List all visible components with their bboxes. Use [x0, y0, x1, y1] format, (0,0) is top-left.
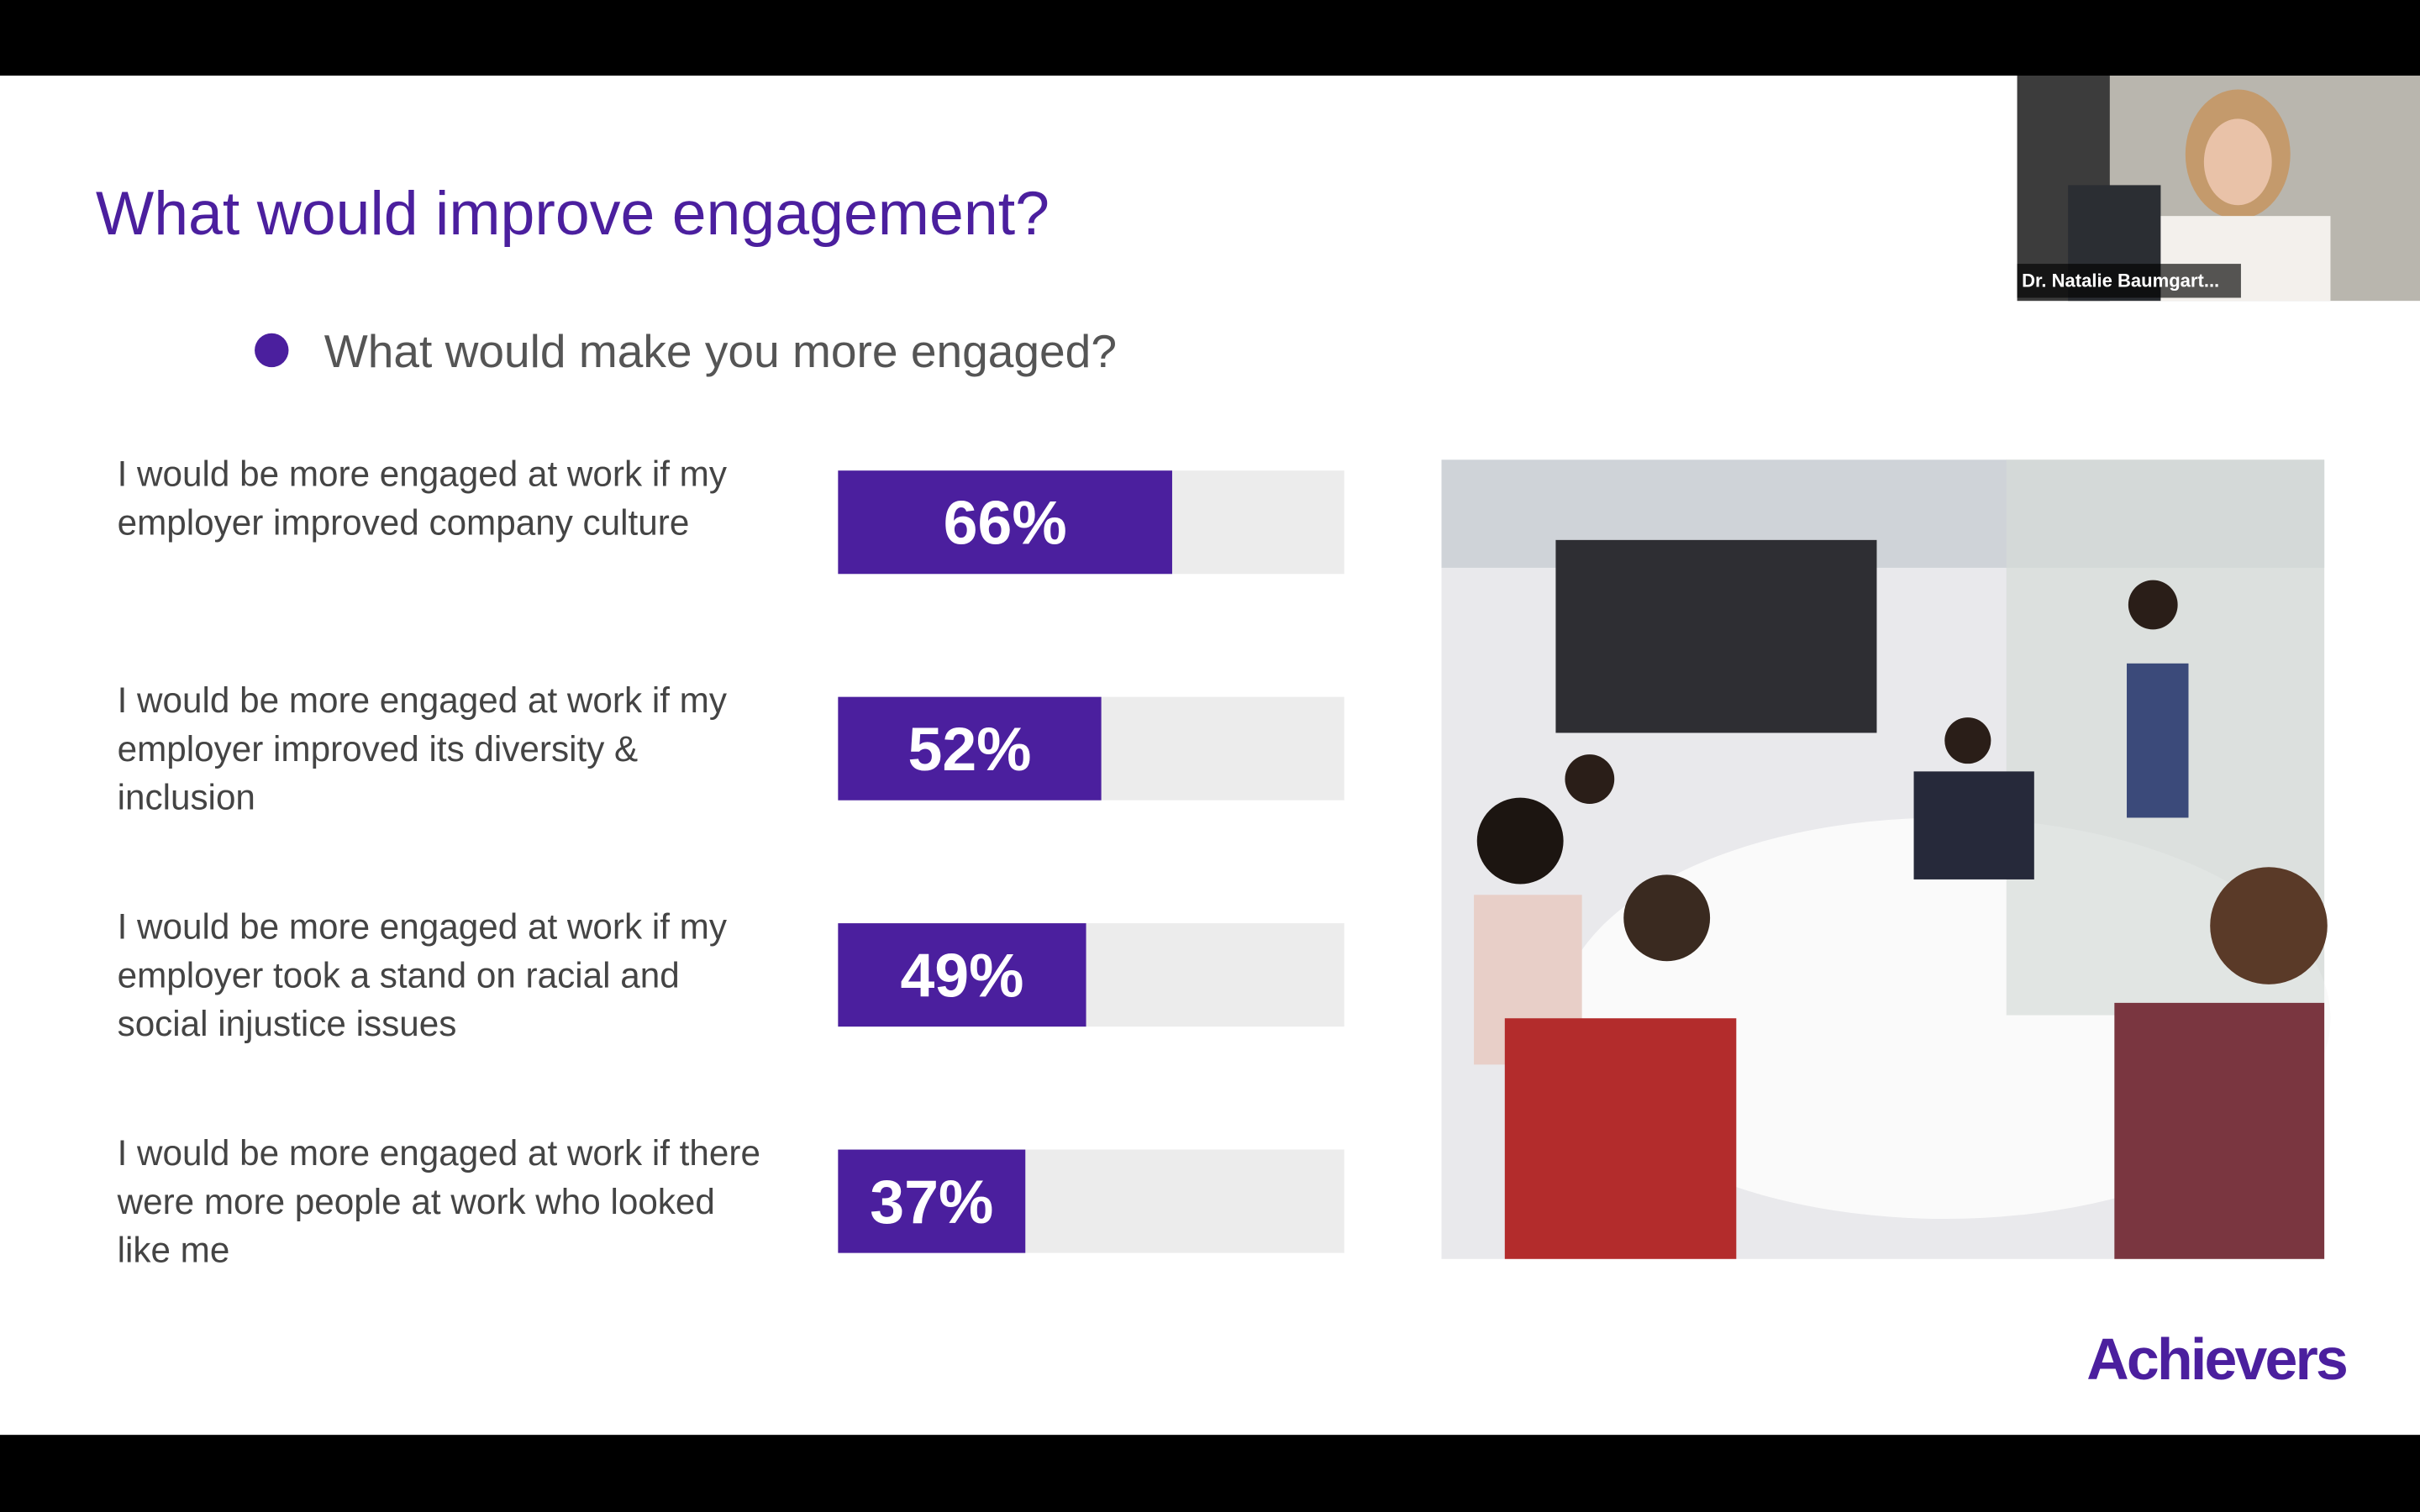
category-label: I would be more engaged at work if there…: [117, 1133, 760, 1270]
bar: [838, 1149, 1026, 1253]
value-label: 52%: [908, 714, 1031, 784]
photo: [1441, 459, 2331, 1259]
slide-title: What would improve engagement?: [96, 178, 1050, 248]
category-label: I would be more engaged at work if my emp…: [118, 906, 728, 1043]
value-label: 49%: [900, 940, 1023, 1010]
category-label: I would be more engaged at work if my emp…: [118, 454, 728, 543]
bar: [838, 923, 1086, 1027]
logo: Achievers: [2086, 1326, 2346, 1392]
bar: [838, 696, 1102, 801]
participant-name: Dr. Natalie Baumgart...: [2022, 270, 2219, 291]
category-label: I would be more engaged at work if my emp…: [118, 680, 728, 817]
value-label: 37%: [870, 1167, 993, 1236]
bullet-text: What would make you more engaged?: [324, 325, 1117, 377]
bar: [838, 470, 1172, 575]
video-tile: Dr. Natalie Baumgart...: [2017, 76, 2420, 302]
bullet-dot: [255, 333, 289, 368]
value-label: 66%: [944, 487, 1067, 557]
